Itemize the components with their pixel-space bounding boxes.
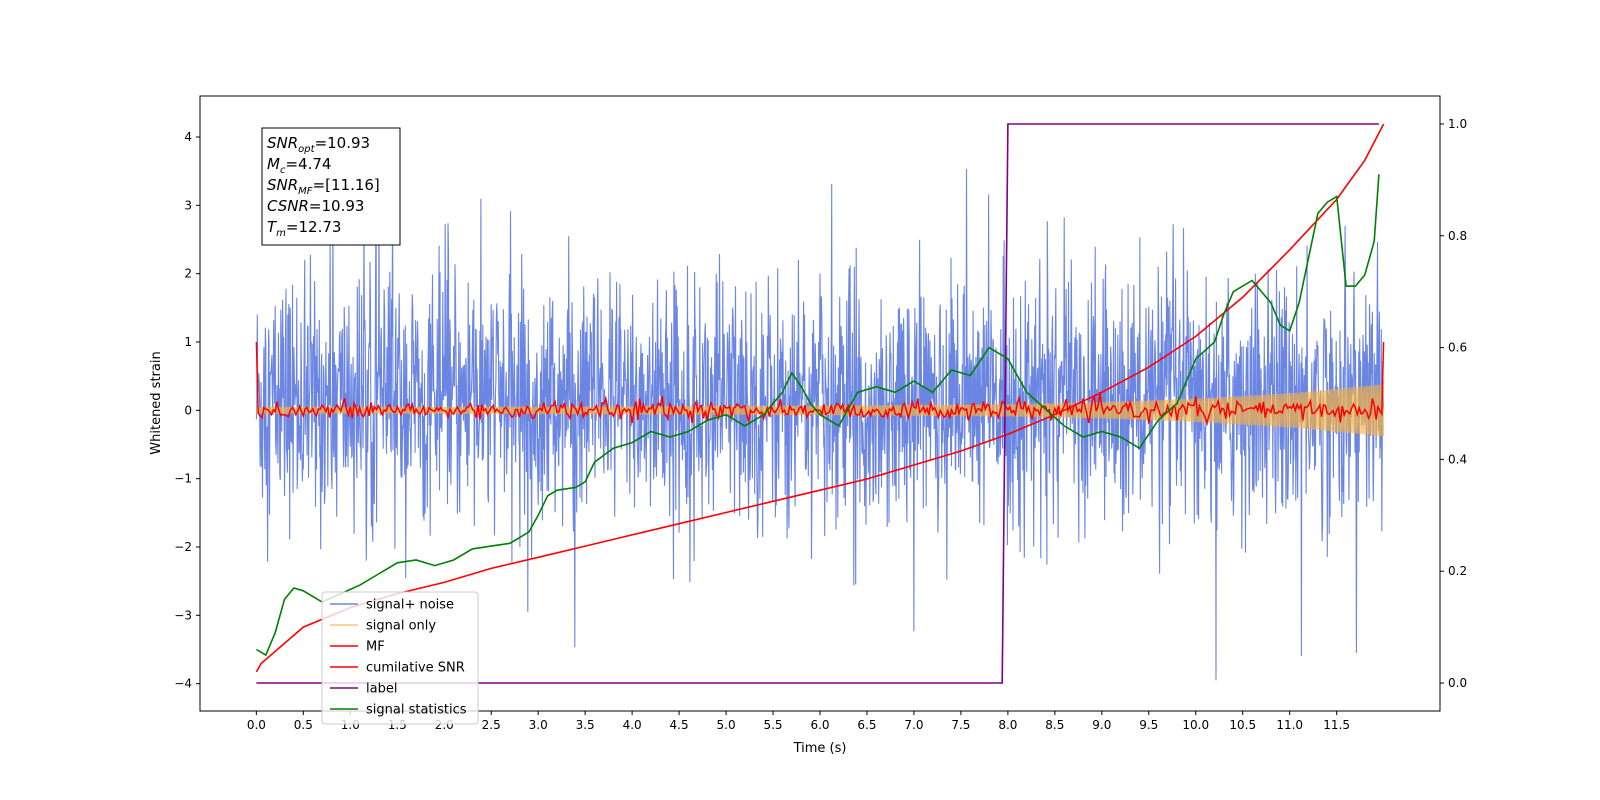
x-axis-label: Time (s) bbox=[793, 741, 847, 756]
y-right-tick-label: 0.6 bbox=[1448, 341, 1467, 355]
legend: signal+ noise signal only MF cumilative SNR… bbox=[321, 591, 479, 725]
y-left-tick-label: −2 bbox=[174, 540, 192, 554]
y-right-tick-label: 0.2 bbox=[1448, 564, 1467, 578]
y-left-tick-label: 4 bbox=[184, 130, 192, 144]
x-tick-label: 2.5 bbox=[482, 718, 501, 732]
series-label bbox=[256, 123, 1379, 684]
y-left-tick-label: −3 bbox=[174, 608, 192, 622]
legend-label: signal only bbox=[366, 619, 436, 634]
x-tick-label: 5.0 bbox=[717, 718, 736, 732]
annotation-box-frame bbox=[261, 127, 401, 246]
y-left-tick-label: 3 bbox=[184, 198, 192, 212]
x-tick-label: 5.5 bbox=[763, 718, 782, 732]
legend-label: signal+ noise bbox=[366, 598, 454, 613]
x-tick-label: 4.5 bbox=[670, 718, 689, 732]
x-tick-label: 4.0 bbox=[623, 718, 642, 732]
legend-label: MF bbox=[366, 640, 385, 655]
y-right-tick-label: 1.0 bbox=[1448, 117, 1467, 131]
legend-frame bbox=[321, 591, 479, 725]
x-tick-label: 7.5 bbox=[951, 718, 970, 732]
x-tick-label: 0.5 bbox=[294, 718, 313, 732]
x-tick-label: 3.5 bbox=[576, 718, 595, 732]
series-signal-statistics bbox=[255, 174, 1380, 657]
x-tick-label: 0.0 bbox=[247, 718, 266, 732]
x-tick-label: 7.0 bbox=[904, 718, 923, 732]
y-left-tick-label: 0 bbox=[184, 403, 192, 417]
y-right-tick-label: 0.4 bbox=[1448, 452, 1467, 466]
x-tick-label: 6.5 bbox=[857, 718, 876, 732]
annotation-box: SNRopt=10.93Mc=4.74SNRMF=[11.16]CSNR=10.… bbox=[261, 127, 401, 246]
x-tick-label: 9.0 bbox=[1092, 718, 1111, 732]
x-tick-label: 3.0 bbox=[529, 718, 548, 732]
x-tick-label: 6.0 bbox=[810, 718, 829, 732]
x-tick-label: 10.5 bbox=[1229, 718, 1256, 732]
x-tick-label: 8.0 bbox=[998, 718, 1017, 732]
y-left-tick-label: 1 bbox=[184, 335, 192, 349]
series-mf bbox=[255, 341, 1385, 426]
legend-label: signal statistics bbox=[366, 703, 467, 718]
x-tick-label: 11.0 bbox=[1276, 718, 1303, 732]
y-left-tick-label: 2 bbox=[184, 267, 192, 281]
annotation-line: SNRopt=10.93 bbox=[267, 134, 370, 155]
y-left-tick-label: −1 bbox=[174, 472, 192, 486]
x-tick-label: 10.0 bbox=[1182, 718, 1209, 732]
legend-label: cumilative SNR bbox=[366, 661, 465, 676]
legend-label: label bbox=[366, 682, 397, 697]
annotation-line: Tm=12.73 bbox=[267, 218, 341, 239]
y-left-tick-label: −4 bbox=[174, 677, 192, 691]
annotation-line: Mc=4.74 bbox=[267, 155, 331, 176]
y-right-tick-label: 0.0 bbox=[1448, 676, 1467, 690]
x-tick-label: 8.5 bbox=[1045, 718, 1064, 732]
series-cumulative-snr bbox=[255, 123, 1385, 673]
annotation-line: SNRMF=[11.16] bbox=[267, 176, 380, 197]
y-axis-label: Whitened strain bbox=[149, 351, 164, 454]
annotation-line: CSNR=10.93 bbox=[267, 197, 364, 215]
x-tick-label: 11.5 bbox=[1323, 718, 1350, 732]
x-tick-label: 9.5 bbox=[1139, 718, 1158, 732]
y-right-tick-label: 0.8 bbox=[1448, 229, 1467, 243]
